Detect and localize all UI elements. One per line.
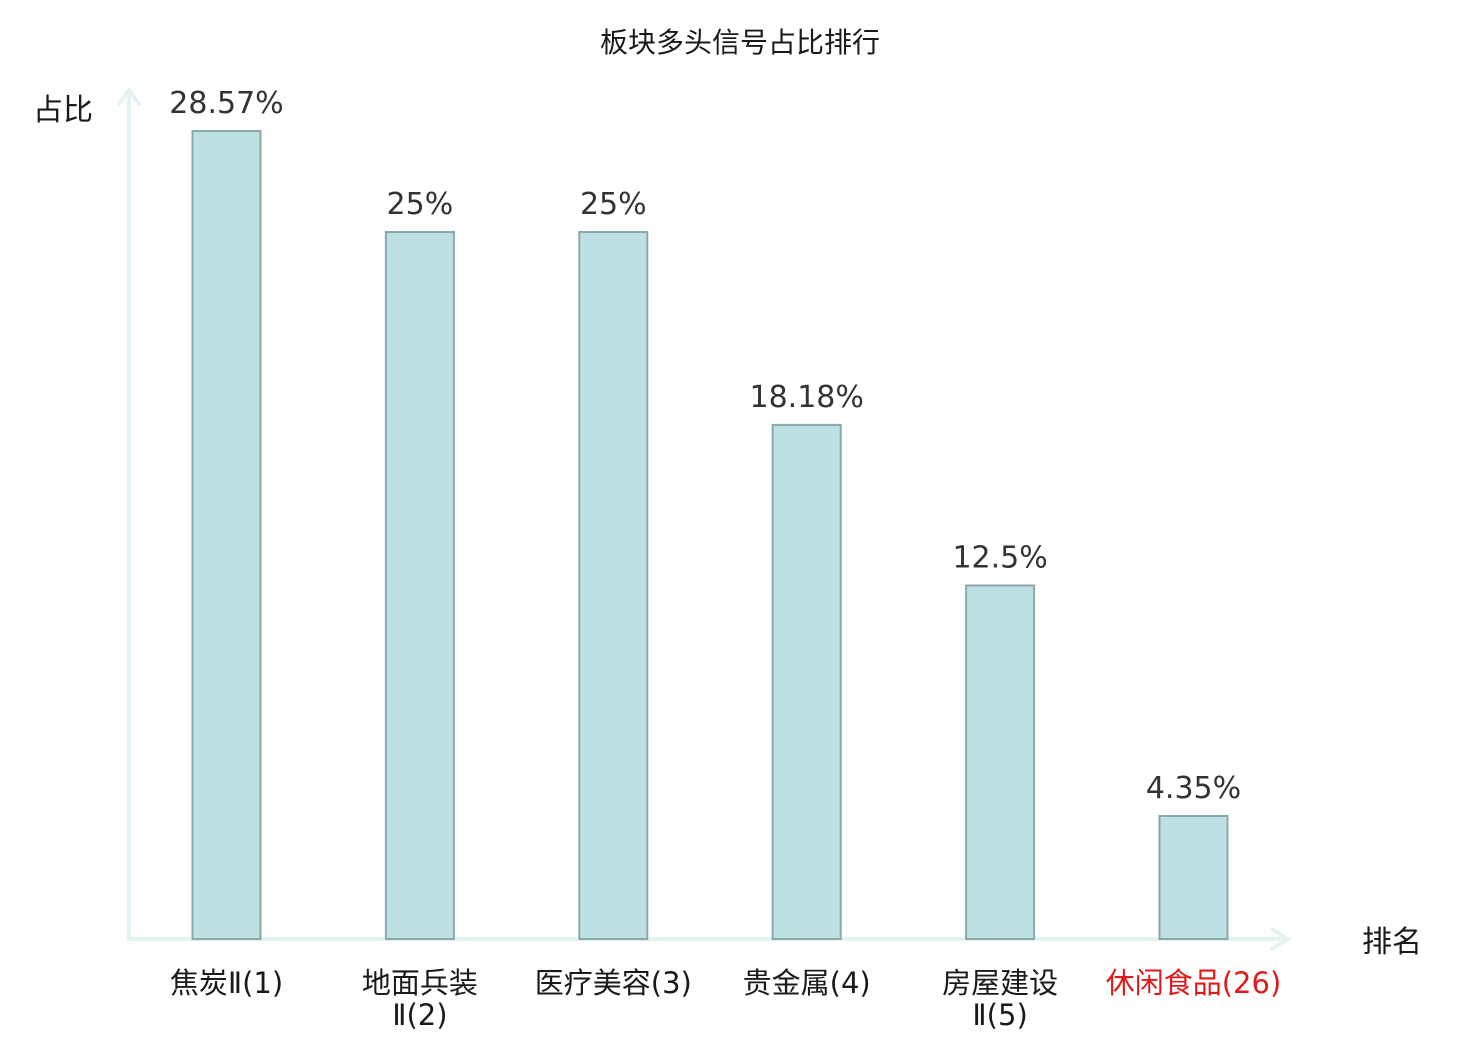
category-label-2-line-2: Ⅱ(2) xyxy=(392,998,447,1032)
category-label-1: 焦炭Ⅱ(1) xyxy=(170,966,283,1000)
x-axis-arrow xyxy=(1270,927,1292,951)
value-label-6: 4.35% xyxy=(1146,771,1241,806)
value-label-3: 25% xyxy=(580,187,647,222)
value-label-1: 28.57% xyxy=(169,86,283,121)
bars-group xyxy=(191,130,1229,940)
bar-5 xyxy=(965,584,1036,940)
bar-1 xyxy=(191,130,262,940)
value-label-5: 12.5% xyxy=(952,541,1047,576)
category-label-5-line-1: 房屋建设 xyxy=(942,966,1058,1000)
value-label-4: 18.18% xyxy=(750,380,864,415)
category-label-2-line-1: 地面兵装 xyxy=(362,966,478,1000)
y-axis-arrow xyxy=(117,86,141,106)
chart-title: 板块多头信号占比排行 xyxy=(600,26,880,59)
bar-4 xyxy=(771,423,842,940)
y-axis-label: 占比 xyxy=(33,93,93,128)
value-labels-group: 28.57% 25% 25% 18.18% 12.5% 4.35% xyxy=(169,86,1241,806)
category-label-3: 医疗美容(3) xyxy=(535,966,692,1000)
x-axis-label: 排名 xyxy=(1362,925,1422,960)
category-label-4: 贵金属(4) xyxy=(743,966,871,1000)
bar-6 xyxy=(1158,815,1229,940)
bar-3 xyxy=(578,231,649,940)
category-label-6: 休闲食品(26) xyxy=(1106,966,1282,1000)
bar-2 xyxy=(384,231,455,940)
category-label-5-line-2: Ⅱ(5) xyxy=(972,998,1027,1032)
value-label-2: 25% xyxy=(387,187,454,222)
